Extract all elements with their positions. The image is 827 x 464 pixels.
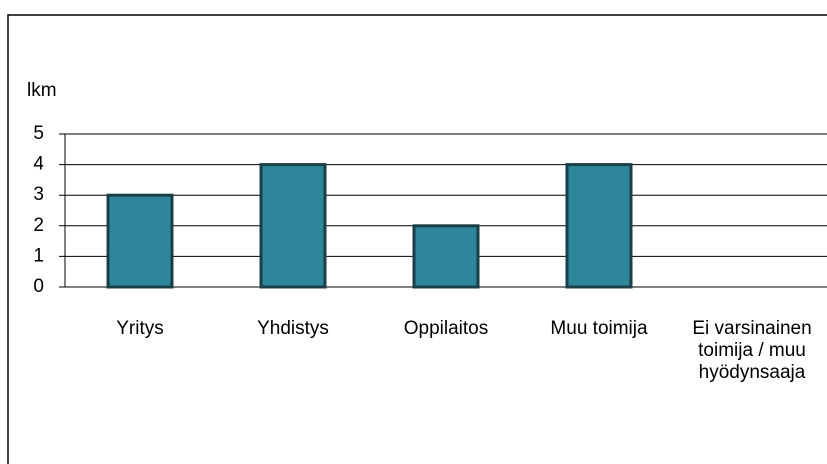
bar bbox=[259, 163, 327, 289]
x-tick-label-box: Oppilaitos bbox=[403, 318, 489, 339]
y-tick-label: 2 bbox=[33, 215, 44, 236]
y-tick-label: 4 bbox=[33, 154, 44, 175]
bar bbox=[412, 224, 480, 289]
x-tick-label-box: Ei varsinainen toimija / muu hyödynsaaja bbox=[692, 318, 812, 383]
x-tick-label: Oppilaitos bbox=[403, 318, 489, 339]
y-tick-label: 3 bbox=[33, 184, 44, 205]
bar bbox=[106, 193, 174, 289]
y-tick-label: 5 bbox=[33, 123, 44, 144]
y-axis-label: lkm bbox=[27, 80, 57, 101]
x-tick-label: Yritys bbox=[116, 318, 164, 339]
y-tick-label: 1 bbox=[33, 245, 44, 266]
x-tick-label-box: Yhdistys bbox=[257, 318, 329, 339]
x-tick-label: Yhdistys bbox=[257, 318, 329, 339]
x-tick-label: Muu toimija bbox=[550, 318, 648, 339]
x-tick-label: Ei varsinainen toimija / muu hyödynsaaja bbox=[692, 318, 812, 383]
x-tick-label-box: Yritys bbox=[116, 318, 164, 339]
bar bbox=[565, 163, 633, 289]
y-tick-label: 0 bbox=[33, 276, 44, 297]
x-tick-label-box: Muu toimija bbox=[550, 318, 648, 339]
